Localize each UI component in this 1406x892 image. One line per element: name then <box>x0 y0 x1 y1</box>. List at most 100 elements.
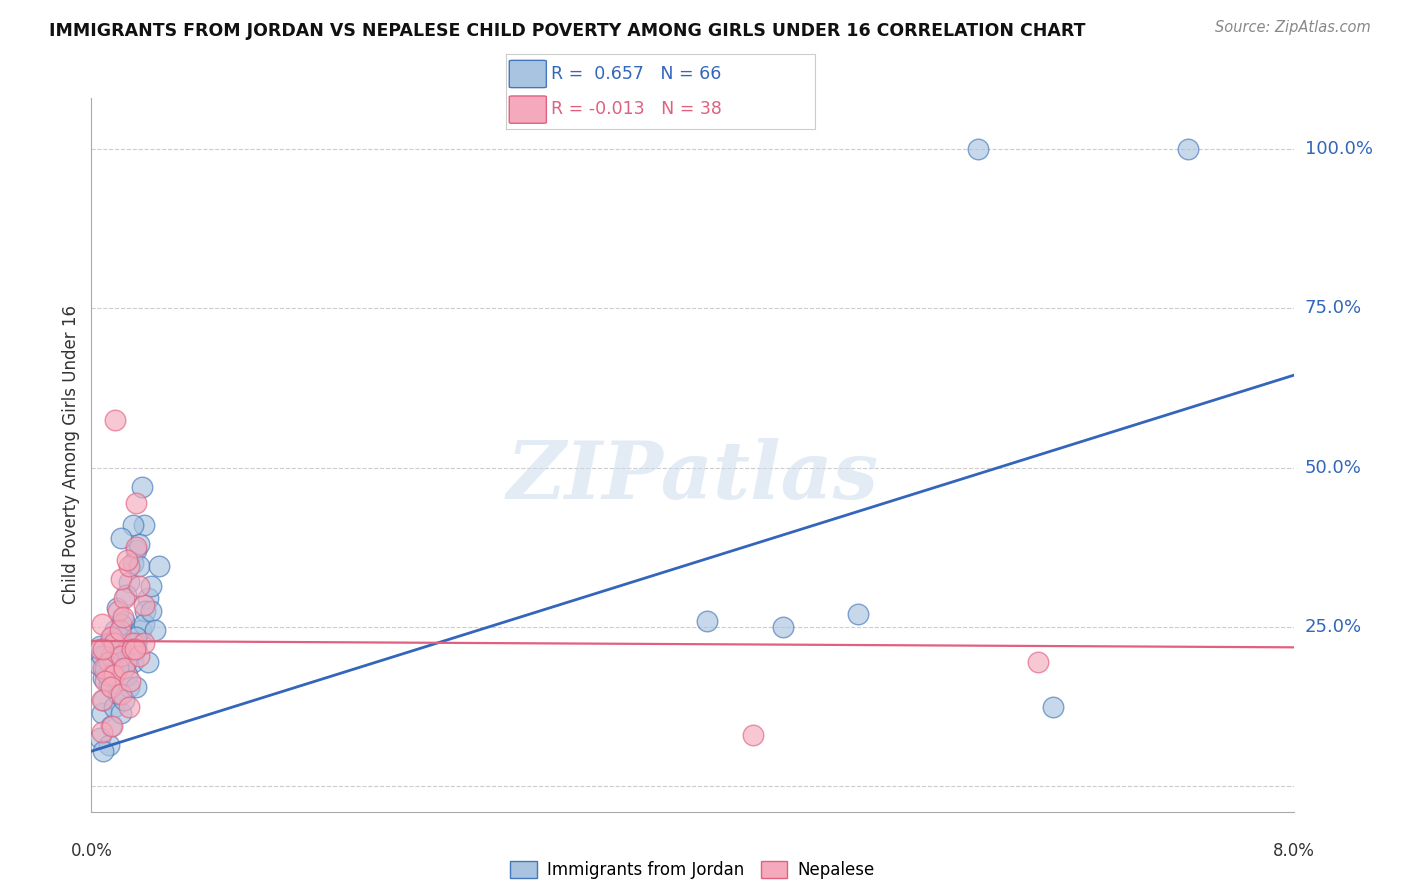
Point <box>93 671 115 685</box>
Point <box>89 731 111 746</box>
Point <box>90 706 112 720</box>
Point <box>90 616 112 631</box>
Point <box>128 537 150 551</box>
Text: 0.0%: 0.0% <box>70 842 112 860</box>
Point <box>111 610 134 624</box>
Point <box>118 559 141 574</box>
Point <box>100 648 122 663</box>
Point <box>107 661 129 675</box>
Point <box>101 719 124 733</box>
Point <box>125 636 148 650</box>
Point <box>101 630 124 644</box>
Point <box>98 738 121 752</box>
Point <box>125 496 148 510</box>
Point <box>772 620 794 634</box>
Point <box>118 575 141 590</box>
Point <box>132 518 155 533</box>
Point <box>141 604 163 618</box>
Point <box>103 636 125 650</box>
Point <box>93 661 115 675</box>
Point <box>138 655 160 669</box>
Point <box>94 661 117 675</box>
Text: Source: ZipAtlas.com: Source: ZipAtlas.com <box>1215 20 1371 35</box>
Text: 100.0%: 100.0% <box>1305 140 1372 158</box>
Point <box>118 636 141 650</box>
Point <box>143 623 166 637</box>
Point <box>108 623 131 637</box>
Point <box>122 636 145 650</box>
Point <box>114 591 136 606</box>
Point <box>117 553 139 567</box>
Point <box>93 744 115 758</box>
Point <box>108 630 131 644</box>
Text: R = -0.013   N = 38: R = -0.013 N = 38 <box>551 100 721 118</box>
Point <box>125 543 148 558</box>
Point <box>118 699 141 714</box>
Point <box>1177 142 1199 156</box>
Point <box>90 725 112 739</box>
Point <box>125 681 148 695</box>
Point <box>132 598 155 612</box>
Text: 75.0%: 75.0% <box>1305 300 1362 318</box>
Text: 25.0%: 25.0% <box>1305 618 1362 636</box>
Point <box>125 642 148 657</box>
Point <box>110 706 132 720</box>
Point <box>120 674 142 689</box>
Point <box>114 614 136 628</box>
Point <box>122 556 145 570</box>
Point <box>90 693 112 707</box>
Text: ZIPatlas: ZIPatlas <box>506 438 879 515</box>
Point <box>100 630 122 644</box>
FancyBboxPatch shape <box>509 96 547 123</box>
Point <box>846 607 869 622</box>
Point <box>100 681 122 695</box>
Point <box>148 559 170 574</box>
Point <box>122 655 145 669</box>
Point <box>115 588 138 602</box>
Point <box>107 652 129 666</box>
Text: 8.0%: 8.0% <box>1272 842 1315 860</box>
Point <box>107 687 129 701</box>
Text: R =  0.657   N = 66: R = 0.657 N = 66 <box>551 65 721 83</box>
Point <box>89 642 111 657</box>
Point <box>105 600 128 615</box>
Point <box>110 531 132 545</box>
Point <box>1026 655 1049 669</box>
Point <box>741 728 763 742</box>
Point <box>107 604 129 618</box>
Point <box>96 645 118 659</box>
Point <box>134 604 156 618</box>
Point <box>98 677 121 691</box>
FancyBboxPatch shape <box>509 61 547 87</box>
Point <box>967 142 990 156</box>
Point <box>125 541 148 555</box>
Point <box>138 591 160 606</box>
Point <box>110 687 132 701</box>
Legend: Immigrants from Jordan, Nepalese: Immigrants from Jordan, Nepalese <box>503 854 882 886</box>
Point <box>87 658 110 673</box>
Point <box>94 665 117 679</box>
Point <box>110 572 132 586</box>
Point <box>129 623 152 637</box>
Point <box>114 693 136 707</box>
Point <box>104 413 127 427</box>
Point <box>1042 699 1064 714</box>
Point <box>93 642 115 657</box>
Point <box>89 639 111 653</box>
Point <box>90 648 112 663</box>
Point <box>98 655 121 669</box>
Point <box>101 632 124 647</box>
Point <box>110 645 132 659</box>
Point <box>103 667 125 681</box>
Point <box>132 616 155 631</box>
Point <box>696 614 718 628</box>
Point <box>103 639 125 653</box>
Point <box>128 559 150 574</box>
Point <box>108 642 131 657</box>
Text: 50.0%: 50.0% <box>1305 458 1361 476</box>
Point <box>110 648 132 663</box>
Point <box>128 578 150 592</box>
Point <box>93 693 115 707</box>
Point <box>141 578 163 592</box>
Point <box>101 667 124 681</box>
